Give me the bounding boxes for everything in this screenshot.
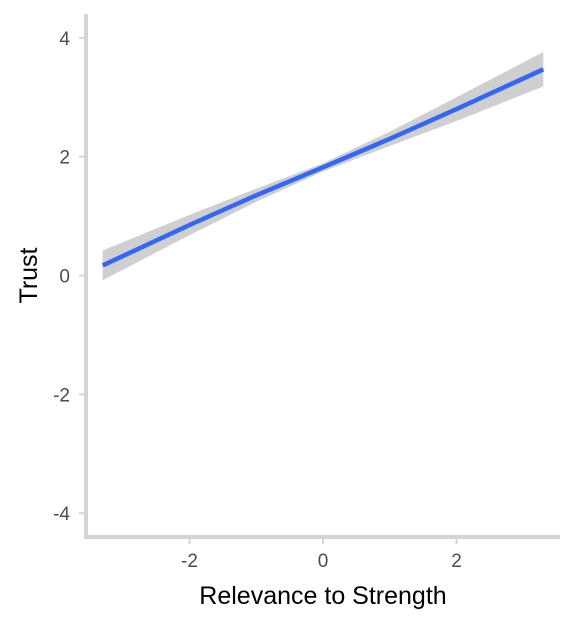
y-tick-label: -2 [53, 385, 70, 406]
regression-line [101, 67, 545, 268]
x-tick-label: 2 [451, 551, 462, 572]
x-ticks: -2 0 2 [181, 537, 462, 572]
y-tick-label: 4 [59, 29, 70, 50]
y-axis-title: Trust [15, 247, 43, 303]
y-tick-label: 0 [59, 267, 70, 288]
y-ticks: -4 -2 0 2 4 [53, 29, 86, 525]
y-tick-label: 2 [59, 148, 70, 169]
x-tick-label: 0 [318, 551, 329, 572]
regression-line-layer [101, 67, 545, 268]
axes: -4 -2 0 2 4 -2 0 2 [53, 14, 560, 572]
x-axis-title: Relevance to Strength [199, 582, 446, 610]
y-tick-label: -4 [53, 504, 70, 525]
x-tick-label: -2 [181, 551, 198, 572]
